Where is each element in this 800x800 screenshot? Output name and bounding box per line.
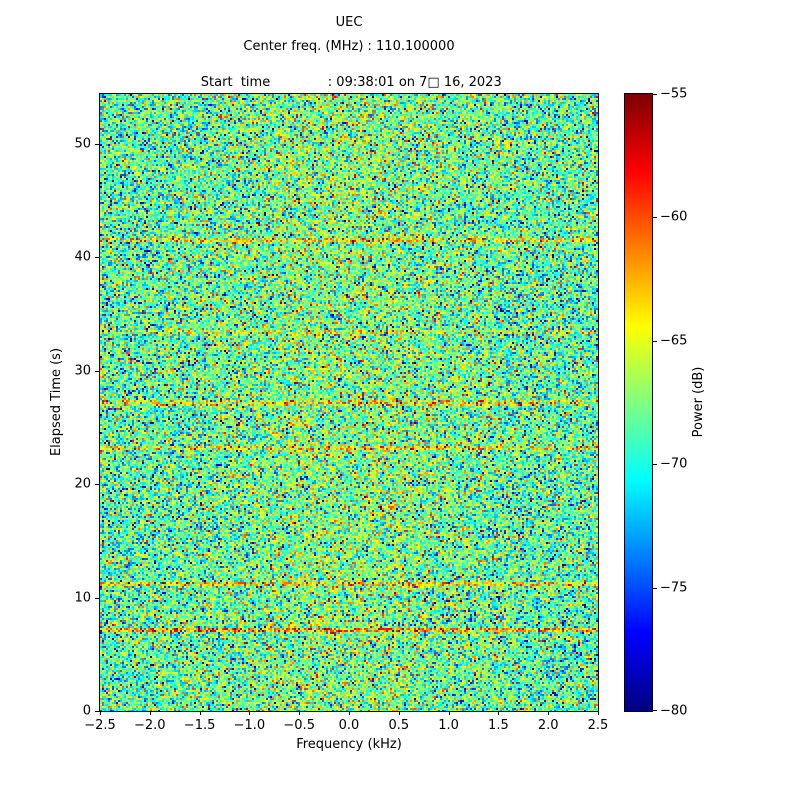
colorbar-tick-label: −70 (660, 456, 688, 472)
x-axis-label: Frequency (kHz) (296, 737, 402, 752)
colorbar-tick-label: −75 (660, 580, 688, 596)
colorbar-tick-label: −65 (660, 333, 688, 349)
x-tick-mark (448, 711, 450, 715)
y-tick-mark (95, 143, 99, 145)
x-tick-mark (299, 711, 301, 715)
x-tick-label: 0.5 (388, 718, 410, 733)
x-tick-label: 2.0 (537, 718, 559, 733)
colorbar-tick-mark (653, 94, 657, 95)
colorbar-border (624, 93, 653, 712)
y-tick-mark (95, 711, 99, 712)
x-tick-mark (349, 711, 350, 715)
start-time-line: Start time : 09:38:01 on 7□ 16, 2023 (176, 56, 502, 110)
y-tick-mark (95, 257, 99, 259)
x-tick-label: 2.5 (587, 718, 609, 733)
x-tick-mark (199, 711, 201, 715)
spectrogram-heatmap (100, 94, 598, 711)
x-tick-mark (598, 711, 599, 715)
x-tick-mark (100, 711, 101, 715)
x-tick-label: −1.0 (233, 718, 266, 733)
colorbar-tick-mark (653, 587, 657, 589)
x-tick-label: −0.5 (283, 718, 315, 733)
y-tick-label: 50 (74, 136, 91, 152)
y-tick-label: 10 (74, 590, 91, 606)
y-axis-label: Elapsed Time (s) (49, 347, 64, 457)
colorbar-tick-mark (653, 340, 657, 342)
colorbar-label: Power (dB) (691, 366, 706, 438)
y-tick-label: 20 (74, 476, 91, 492)
y-tick-label: 40 (74, 249, 91, 265)
colorbar-tick-label: −80 (660, 703, 688, 719)
start-time-value: : 09:38:01 on 7□ 16, 2023 (327, 75, 502, 90)
colorbar-gradient (625, 94, 652, 711)
y-tick-label: 30 (74, 363, 91, 379)
y-tick-mark (95, 370, 99, 372)
x-tick-label: −2.5 (84, 718, 116, 733)
y-tick-mark (95, 484, 99, 486)
colorbar-tick-mark (653, 217, 657, 219)
x-tick-label: −1.5 (183, 718, 216, 733)
x-tick-mark (249, 711, 251, 715)
colorbar-tick-label: −55 (660, 86, 688, 102)
x-tick-label: 1.5 (488, 718, 509, 733)
center-frequency-line: Center freq. (MHz) : 110.100000 (243, 39, 455, 54)
y-tick-mark (95, 597, 99, 599)
x-tick-mark (398, 711, 400, 715)
x-tick-mark (498, 711, 500, 715)
start-time-label: Start time (200, 75, 271, 90)
x-tick-mark (548, 711, 550, 715)
x-tick-label: 0.0 (338, 718, 360, 733)
x-tick-label: 1.0 (438, 718, 459, 733)
colorbar-tick-mark (653, 710, 657, 711)
colorbar-tick-mark (653, 464, 657, 466)
y-tick-label: 0 (82, 703, 91, 719)
x-tick-label: −2.0 (134, 718, 166, 733)
colorbar-tick-label: −60 (660, 209, 688, 225)
x-tick-mark (149, 711, 151, 715)
plot-title: UEC (335, 15, 363, 30)
